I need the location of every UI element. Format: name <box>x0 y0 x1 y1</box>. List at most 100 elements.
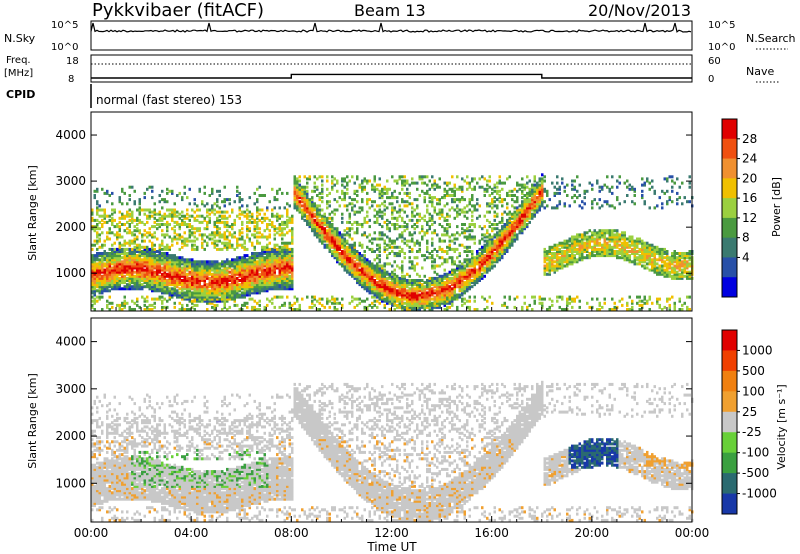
power-cell <box>238 262 241 266</box>
power-cell <box>386 301 389 305</box>
power-cell <box>293 196 296 200</box>
power-cell <box>468 308 471 311</box>
power-cell <box>96 272 99 276</box>
power-cell <box>291 237 294 241</box>
power-cell <box>336 245 339 249</box>
power-cell <box>131 250 134 253</box>
power-cell <box>178 233 181 237</box>
power-cell <box>493 260 496 264</box>
power-cell <box>288 274 291 278</box>
power-cell <box>346 260 349 264</box>
power-cell <box>163 260 166 264</box>
power-cell <box>326 216 329 220</box>
power-cell <box>278 262 281 266</box>
power-cell <box>156 268 159 272</box>
power-cell <box>183 297 186 301</box>
power-cell <box>216 220 219 224</box>
power-cell <box>453 200 456 204</box>
power-cell <box>406 204 409 208</box>
power-cell <box>333 254 336 258</box>
power-cell <box>426 208 429 212</box>
power-cell <box>358 252 361 255</box>
power-cell <box>136 256 139 260</box>
power-cell <box>438 283 441 287</box>
power-cell <box>121 223 124 226</box>
power-cell <box>523 301 526 305</box>
power-cell <box>136 260 139 264</box>
power-cell <box>383 297 386 301</box>
power-cell <box>276 260 279 264</box>
power-cell <box>103 270 106 274</box>
power-cell <box>188 235 191 239</box>
power-cell <box>106 268 109 272</box>
power-cell <box>463 258 466 262</box>
power-cell <box>243 272 246 276</box>
power-cell <box>211 295 214 299</box>
power-cell <box>153 252 156 255</box>
power-cell <box>126 247 129 251</box>
power-cell <box>138 264 141 268</box>
power-cell <box>511 216 514 220</box>
power-cell <box>483 308 486 311</box>
power-cell <box>348 258 351 262</box>
power-cell <box>108 252 111 255</box>
power-cell <box>248 270 251 274</box>
power-cell <box>521 200 524 204</box>
power-cell <box>193 270 196 274</box>
power-cell <box>381 283 384 287</box>
power-cell <box>218 299 221 303</box>
power-cell <box>526 308 529 311</box>
power-cell <box>381 287 384 291</box>
power-cell <box>263 270 266 274</box>
power-cell <box>341 179 344 183</box>
power-cell <box>526 305 529 309</box>
power-cell <box>128 264 131 268</box>
power-cell <box>138 260 141 264</box>
power-cell <box>413 295 416 299</box>
power-cell <box>423 196 426 200</box>
power-cell <box>316 194 319 197</box>
power-cell <box>413 198 416 202</box>
freq-label-line2: [MHz] <box>4 68 33 79</box>
power-cell <box>166 191 169 195</box>
power-cell <box>358 254 361 258</box>
power-cell <box>151 210 154 214</box>
power-cell <box>363 262 366 266</box>
power-cell <box>193 291 196 295</box>
power-cell <box>188 231 191 235</box>
power-cell <box>286 191 289 195</box>
power-cell <box>273 268 276 272</box>
power-cell <box>383 287 386 291</box>
power-cell <box>281 287 284 291</box>
power-cell <box>321 227 324 231</box>
power-cell <box>491 250 494 253</box>
power-cell <box>498 247 501 251</box>
power-cell <box>193 218 196 222</box>
power-cell <box>493 256 496 260</box>
power-cell <box>348 245 351 249</box>
power-cell <box>228 262 231 266</box>
power-cell <box>296 177 299 181</box>
power-cell <box>188 223 191 226</box>
power-cell <box>188 281 191 285</box>
power-cell <box>168 245 171 249</box>
power-cell <box>103 250 106 253</box>
power-cell <box>108 283 111 287</box>
power-cell <box>441 293 444 297</box>
power-cell <box>403 305 406 309</box>
power-cell <box>408 299 411 303</box>
power-cell <box>383 281 386 285</box>
power-cell <box>96 274 99 278</box>
power-cell <box>426 189 429 193</box>
power-cell <box>276 250 279 253</box>
power-cell <box>266 303 269 307</box>
power-cell <box>111 301 114 305</box>
power-cell <box>276 189 279 193</box>
power-cell <box>388 281 391 285</box>
power-cell <box>468 237 471 241</box>
power-cell <box>193 266 196 270</box>
power-cell <box>363 218 366 222</box>
power-cell <box>141 279 144 282</box>
power-cell <box>461 196 464 200</box>
power-cell <box>398 225 401 229</box>
